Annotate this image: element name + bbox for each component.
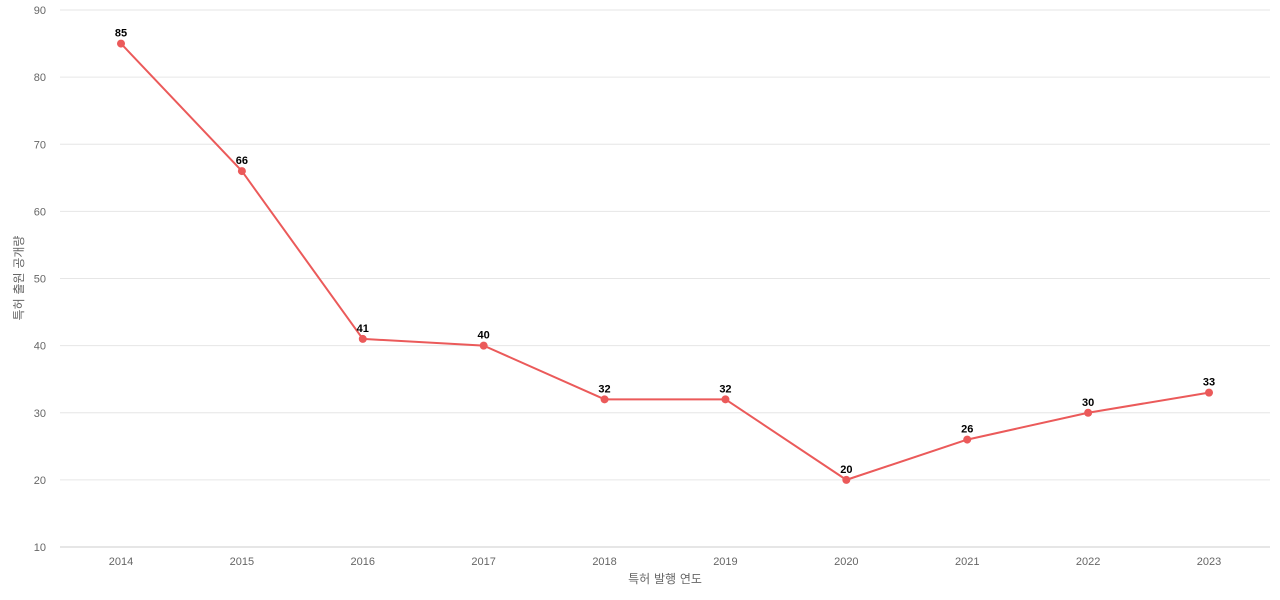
x-tick-label: 2015 — [230, 556, 254, 568]
data-point[interactable] — [479, 341, 488, 350]
data-point[interactable] — [1205, 388, 1213, 397]
y-tick-label: 80 — [34, 72, 46, 84]
y-tick-label: 90 — [34, 5, 46, 17]
y-tick-label: 10 — [34, 542, 46, 554]
data-point[interactable] — [117, 39, 125, 48]
data-point[interactable] — [237, 167, 246, 176]
y-tick-label: 40 — [34, 341, 46, 353]
data-points — [117, 39, 1213, 484]
x-tick-label: 2017 — [471, 556, 495, 568]
series-line-group — [120, 42, 1210, 481]
data-label: 20 — [840, 464, 852, 476]
data-labels: 85 66 41 40 32 32 20 26 30 33 — [115, 28, 1215, 476]
data-label: 33 — [1203, 377, 1215, 389]
data-point[interactable] — [842, 475, 851, 484]
data-point[interactable] — [600, 395, 609, 404]
x-tick-label: 2023 — [1197, 556, 1221, 568]
x-axis-ticks: 2014 2015 2016 2017 2018 2019 2020 2021 2022 2023 — [109, 556, 1221, 568]
y-tick-label: 30 — [34, 408, 46, 420]
x-axis-title: 특허 발행 연도 — [628, 571, 702, 586]
x-tick-label: 2018 — [592, 556, 616, 568]
x-tick-label: 2014 — [109, 556, 133, 568]
data-label: 40 — [478, 330, 490, 342]
x-tick-label: 2020 — [834, 556, 858, 568]
y-tick-label: 70 — [34, 139, 46, 151]
data-label: 85 — [115, 28, 127, 40]
y-axis-ticks: 10 20 30 40 50 60 70 80 90 — [34, 5, 46, 554]
data-point[interactable] — [963, 435, 972, 444]
data-label: 32 — [598, 383, 610, 395]
y-tick-label: 20 — [34, 475, 46, 487]
data-point[interactable] — [1084, 408, 1093, 417]
x-tick-label: 2021 — [955, 556, 979, 568]
x-tick-label: 2016 — [351, 556, 375, 568]
data-label: 26 — [961, 424, 973, 436]
x-tick-label: 2019 — [713, 556, 737, 568]
y-tick-label: 60 — [34, 206, 46, 218]
y-axis-title: 특허 출원 공개량 — [12, 236, 26, 321]
data-label: 41 — [357, 323, 369, 335]
data-label: 32 — [719, 383, 731, 395]
grid-lines — [60, 9, 1270, 548]
data-point[interactable] — [721, 395, 730, 404]
data-label: 66 — [236, 155, 248, 167]
data-label: 30 — [1082, 397, 1094, 409]
y-tick-label: 50 — [34, 274, 46, 286]
data-point[interactable] — [358, 334, 367, 343]
x-tick-label: 2022 — [1076, 556, 1100, 568]
series-line — [120, 42, 1210, 481]
